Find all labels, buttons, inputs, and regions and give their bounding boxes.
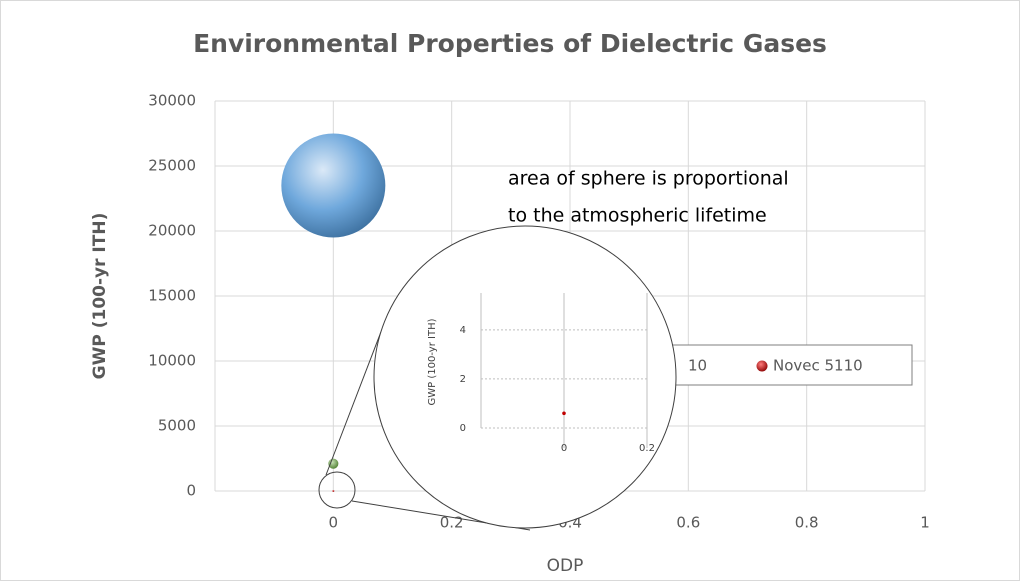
y-axis-label: GWP (100-yr ITH) [90, 213, 110, 380]
zoom-connector [325, 323, 385, 476]
y-tick-label: 0 [460, 423, 466, 434]
x-axis-label: ODP [547, 556, 584, 576]
x-tick-label: 0.8 [795, 514, 819, 532]
y-tick-label: 30000 [148, 92, 196, 110]
x-tick-label: 0 [329, 514, 339, 532]
y-tick-label: 0 [186, 482, 196, 500]
zoom-circle [373, 225, 677, 529]
x-tick-label: 1 [920, 514, 930, 532]
y-tick-label: 2 [460, 374, 466, 385]
annotation: area of sphere is proportional [508, 168, 789, 190]
point [562, 411, 566, 416]
legend-marker [756, 360, 768, 372]
zoom-source [318, 471, 356, 509]
y-tick-label: 10000 [148, 352, 196, 370]
y-tick-label: 5000 [158, 417, 196, 435]
y-axis-label: GWP (100-yr ITH) [427, 318, 438, 405]
y-tick-label: 4 [460, 325, 466, 336]
y-tick-label: 25000 [148, 157, 196, 175]
x-tick-label: 0.6 [676, 514, 700, 532]
annotation: to the atmospheric lifetime [508, 205, 767, 227]
y-tick-label: 20000 [148, 222, 196, 240]
legend-label: 10 [688, 357, 707, 375]
y-tick-label: 15000 [148, 287, 196, 305]
bubble [281, 133, 386, 238]
legend-label: Novec 5110 [773, 357, 863, 375]
bubble [332, 489, 335, 492]
chart-title: Environmental Properties of Dielectric G… [193, 29, 827, 58]
x-tick-label: 0.2 [639, 443, 655, 454]
x-tick-label: 0 [561, 443, 567, 454]
